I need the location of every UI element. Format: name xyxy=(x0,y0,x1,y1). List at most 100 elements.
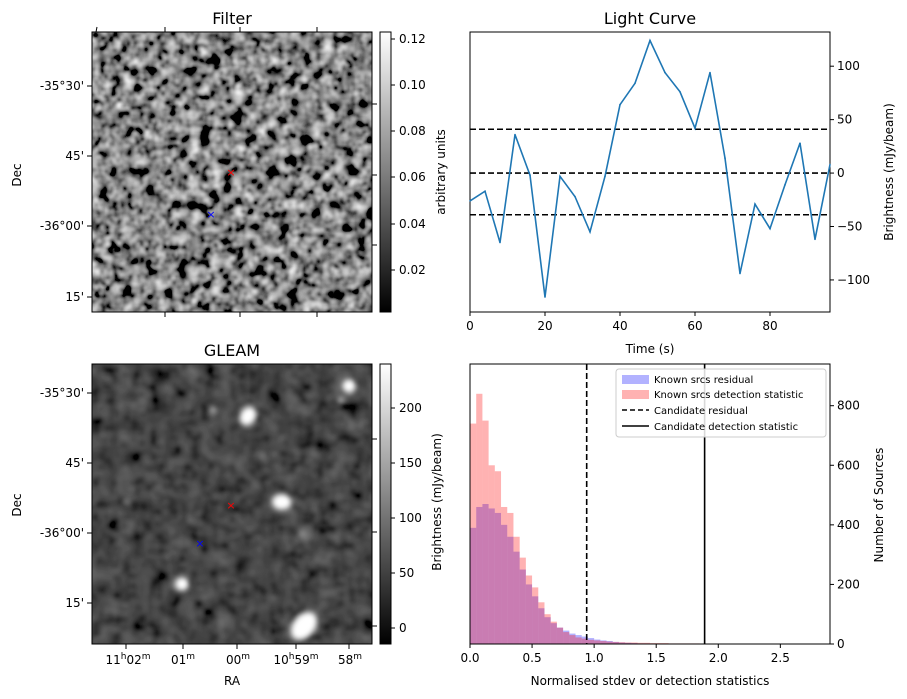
light-curve-point xyxy=(634,82,636,85)
light-curve-point xyxy=(679,91,681,93)
histogram-bar xyxy=(470,423,477,644)
histogram-bar xyxy=(532,596,539,644)
light-curve-point xyxy=(484,190,486,193)
histogram-bar xyxy=(581,636,588,644)
legend-entry: Known srcs residual xyxy=(654,375,753,386)
histogram-bar xyxy=(544,614,551,644)
filter-colorbar-tick: 0.06 xyxy=(399,170,426,184)
y-tick-label: 0 xyxy=(837,166,845,180)
y-tick-label: −50 xyxy=(837,220,862,234)
histogram-bar xyxy=(569,633,576,644)
filter-image xyxy=(92,32,372,312)
histogram-bar xyxy=(625,642,632,644)
y-tick-label: 200 xyxy=(837,577,860,591)
histogram-bar xyxy=(556,627,564,644)
histogram-bar xyxy=(587,639,595,644)
histogram-bar xyxy=(494,471,502,644)
light-curve-point xyxy=(529,174,531,177)
histogram-bar xyxy=(513,551,520,644)
light-curve-point xyxy=(574,195,576,198)
gleam-dec-tick: 45' xyxy=(65,456,84,470)
light-curve-point xyxy=(799,142,801,144)
histogram-bar xyxy=(538,608,545,644)
filter-colorbar-tick: 0.12 xyxy=(399,32,426,46)
x-tick-label: 20 xyxy=(537,319,552,333)
gleam-ra-tick: 01m xyxy=(171,652,195,667)
histogram-bar xyxy=(476,506,483,644)
gleam-ra-tick: 10h59m xyxy=(273,652,318,667)
histogram-bar xyxy=(606,641,613,644)
gleam-dec-tick: 15' xyxy=(65,596,84,610)
light-curve-point xyxy=(829,163,831,166)
histogram-bar xyxy=(501,524,508,644)
filter-ylabel: Dec xyxy=(10,163,24,186)
y-tick-label: 0 xyxy=(837,637,845,651)
filter-dec-tick: -36°00' xyxy=(40,219,84,233)
histogram-bar xyxy=(618,642,626,644)
histogram-bar xyxy=(594,640,601,644)
legend-entry: Candidate detection statistic xyxy=(654,422,798,433)
histogram-panel: 0.0 0.5 1.0 1.5 2.0 2.5 0 200 400 600 800 Normali… xyxy=(460,363,886,688)
x-tick-label: 2.5 xyxy=(771,651,790,665)
histogram-bar xyxy=(550,623,557,644)
filter-colorbar-tick: 0.04 xyxy=(399,217,426,231)
histogram-bar xyxy=(519,569,526,644)
histogram-bar xyxy=(575,635,582,644)
gleam-colorbar-label: Brightness (mJy/beam) xyxy=(430,433,444,571)
histogram-legend: Known srcs residual Known srcs detection… xyxy=(615,368,827,438)
histogram-bar xyxy=(643,642,650,644)
histogram-bar xyxy=(550,621,557,644)
filter-colorbar-tick: 0.10 xyxy=(399,78,426,92)
histogram-bar xyxy=(563,630,570,644)
histogram-bar xyxy=(525,575,533,644)
gleam-dec-tick: -36°00' xyxy=(40,526,84,540)
gleam-ra-tick: 00m xyxy=(226,652,250,667)
light-curve-point xyxy=(619,103,621,106)
histogram-bar xyxy=(612,641,619,644)
light-curve-point xyxy=(739,272,741,275)
x-tick-label: 40 xyxy=(612,319,627,333)
histogram-bar xyxy=(513,536,520,644)
light-curve-title: Light Curve xyxy=(604,9,696,28)
histogram-bar xyxy=(494,512,502,644)
histogram-bar xyxy=(606,641,613,644)
filter-dec-tick: 15' xyxy=(65,290,84,304)
candidate-marker: × xyxy=(226,499,235,512)
light-curve-panel: Light Curve 0 20 40 60 80 −100 −50 0 50 100 Time… xyxy=(466,9,896,356)
light-curve-ylabel: Brightness (mJy/beam) xyxy=(882,103,896,241)
gleam-colorbar-tick: 0 xyxy=(399,621,407,635)
filter-dec-tick: -35°30' xyxy=(40,79,84,93)
y-tick-label: 600 xyxy=(837,458,860,472)
light-curve-point xyxy=(499,241,501,244)
histogram-bar xyxy=(631,642,638,644)
gleam-image xyxy=(92,364,372,644)
x-tick-label: 0.0 xyxy=(460,651,479,665)
filter-colorbar-tick: 0.02 xyxy=(399,263,426,277)
gleam-colorbar-tick: 50 xyxy=(399,566,414,580)
filter-title: Filter xyxy=(212,9,252,28)
y-tick-label: 400 xyxy=(837,518,860,532)
light-curve-point xyxy=(559,175,561,178)
x-tick-label: 80 xyxy=(762,319,777,333)
histogram-bar xyxy=(482,420,489,644)
gleam-title: GLEAM xyxy=(204,341,260,360)
light-curve-point xyxy=(769,227,771,230)
histogram-bar xyxy=(470,527,477,644)
light-curve-point xyxy=(754,203,756,205)
histogram-bar xyxy=(507,512,514,644)
histogram-bar xyxy=(563,632,570,644)
histogram-bar xyxy=(625,642,632,644)
histogram-bar xyxy=(519,557,526,644)
legend-entry: Known srcs detection statistic xyxy=(654,390,803,401)
x-tick-label: 1.5 xyxy=(647,651,666,665)
filter-dec-tick: 45' xyxy=(65,149,84,163)
histogram-bar xyxy=(569,635,576,644)
histogram-xlabel: Normalised stdev or detection statistics xyxy=(531,674,770,688)
histogram-bar xyxy=(594,639,601,644)
histogram-bar xyxy=(587,638,595,644)
histogram-bar xyxy=(544,617,551,644)
gleam-colorbar: 0 50 100 150 200 Brightness (mJy/beam) xyxy=(379,363,444,645)
histogram-bar xyxy=(501,506,508,644)
legend-entry: Candidate residual xyxy=(654,406,748,417)
legend-swatch xyxy=(622,375,649,384)
